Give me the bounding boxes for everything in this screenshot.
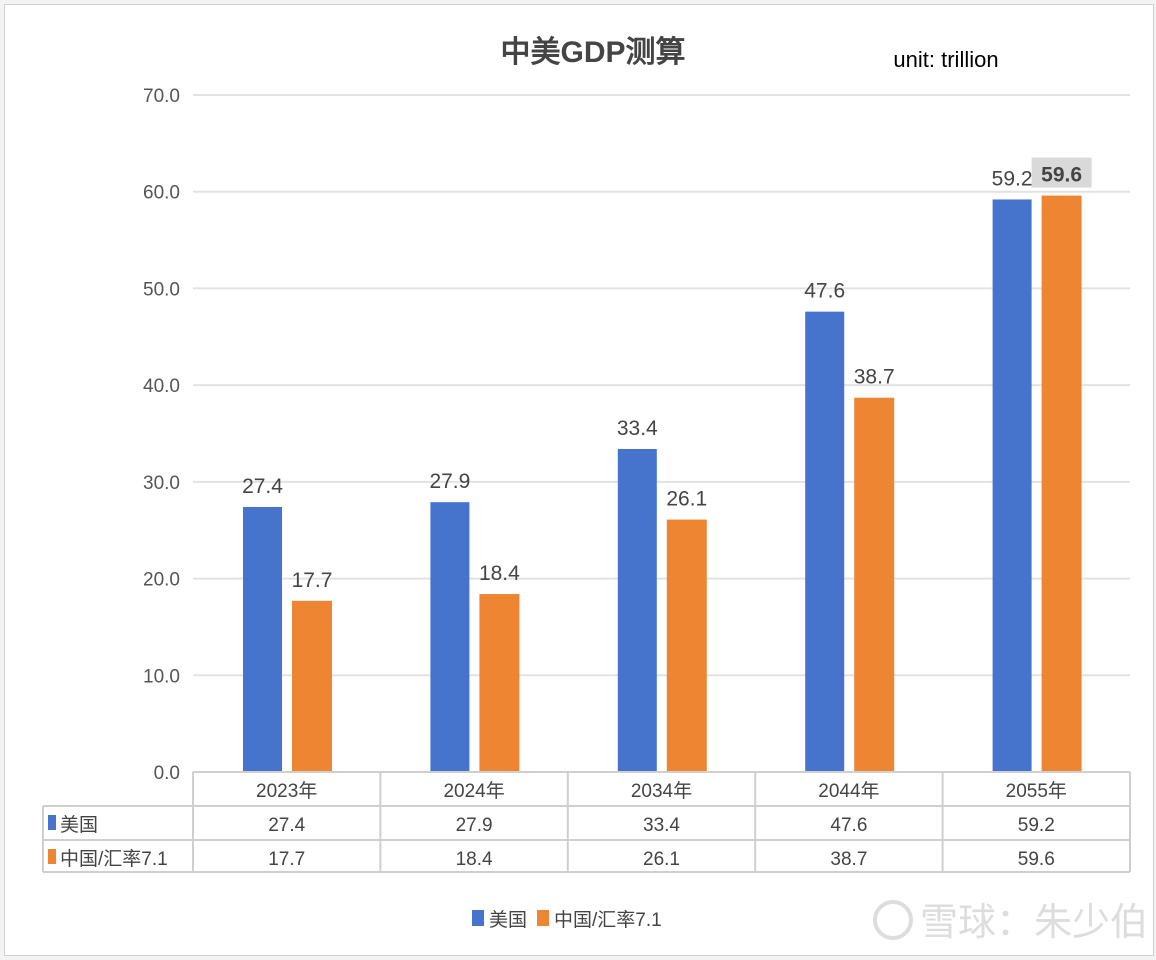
table-cell: 27.4 xyxy=(268,815,305,836)
bar-china xyxy=(479,594,520,772)
table-cell: 26.1 xyxy=(643,849,680,870)
table-cell: 59.2 xyxy=(1018,815,1055,836)
unit-annotation: unit: trillion xyxy=(893,47,998,72)
bar-us xyxy=(992,199,1032,773)
legend-label: 中国/汇率7.1 xyxy=(554,909,662,931)
bar-china xyxy=(854,397,895,772)
y-tick-label: 50.0 xyxy=(143,279,180,300)
y-tick-label: 30.0 xyxy=(143,473,180,494)
table-cell: 38.7 xyxy=(830,849,867,870)
bar-us xyxy=(617,448,657,772)
legend-label: 美国 xyxy=(489,909,527,931)
table-cell: 59.6 xyxy=(1018,849,1055,870)
y-tick-label: 10.0 xyxy=(143,666,180,687)
data-label: 27.4 xyxy=(242,475,283,498)
table-legend-key xyxy=(48,815,56,830)
bar-us xyxy=(430,502,470,772)
data-label: 27.9 xyxy=(429,470,470,493)
data-label: 18.4 xyxy=(479,562,520,585)
table-cell: 27.9 xyxy=(456,815,493,836)
table-series-name: 中国/汇率7.1 xyxy=(60,848,168,870)
bar-china xyxy=(666,519,707,772)
table-legend-key xyxy=(48,849,56,864)
y-tick-label: 60.0 xyxy=(143,183,180,204)
data-label: 59.2 xyxy=(992,167,1033,190)
bar-us xyxy=(243,507,282,772)
data-label: 33.4 xyxy=(617,417,658,440)
y-tick-label: 40.0 xyxy=(143,376,180,397)
data-label: 59.6 xyxy=(1041,164,1082,187)
table-cell: 33.4 xyxy=(643,815,680,836)
x-category-label: 2034年 xyxy=(631,780,692,802)
data-label: 38.7 xyxy=(854,366,895,389)
chart-title: 中美GDP测算 xyxy=(500,35,685,69)
x-category-label: 2044年 xyxy=(818,780,879,802)
chart-card xyxy=(4,4,1154,956)
bar-china xyxy=(1041,195,1082,772)
table-cell: 17.7 xyxy=(268,849,305,870)
data-label: 17.7 xyxy=(292,569,333,592)
legend-key xyxy=(472,910,484,926)
y-tick-label: 20.0 xyxy=(143,570,180,591)
legend-key xyxy=(537,910,550,926)
x-category-label: 2024年 xyxy=(443,780,504,802)
table-cell: 18.4 xyxy=(456,849,493,870)
watermark: 雪球：朱少伯 xyxy=(920,902,1148,944)
data-label: 47.6 xyxy=(804,280,845,303)
y-tick-label: 70.0 xyxy=(143,86,180,107)
bar-us xyxy=(805,311,845,772)
x-category-label: 2023年 xyxy=(256,780,317,802)
x-category-label: 2055年 xyxy=(1006,780,1067,802)
watermark-logo-icon xyxy=(873,900,913,940)
table-series-name: 美国 xyxy=(60,814,98,836)
table-cell: 47.6 xyxy=(830,815,867,836)
bar-china xyxy=(292,600,332,772)
data-label: 26.1 xyxy=(666,488,707,511)
highlight-box xyxy=(1031,157,1092,188)
y-tick-label: 0.0 xyxy=(154,763,180,784)
